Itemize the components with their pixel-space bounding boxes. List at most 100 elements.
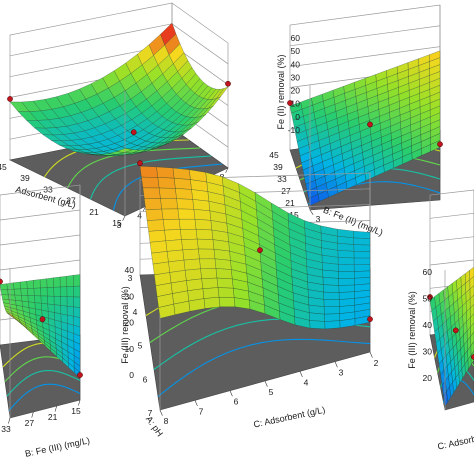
surface-cell	[324, 320, 341, 330]
z-tick-label: 0	[295, 112, 300, 122]
surface-cell	[338, 284, 355, 293]
surface-cell	[33, 279, 41, 289]
wall-gridline	[429, 212, 474, 286]
surface-cell	[139, 166, 159, 178]
surface-cell	[54, 304, 61, 315]
z-tick-label: 60	[423, 267, 433, 277]
surface-cell	[337, 243, 355, 252]
floor-contour	[6, 369, 81, 397]
design-point	[225, 80, 231, 87]
surface-cell	[27, 295, 35, 303]
surface-cell	[21, 295, 29, 302]
surface-cell	[202, 287, 220, 299]
surface-cell	[34, 295, 42, 304]
surface-cell	[196, 238, 215, 250]
wall-gridline	[0, 209, 81, 275]
design-point	[452, 327, 459, 334]
surface-cell	[59, 276, 67, 288]
y-tick-label: 5	[138, 341, 143, 351]
surface-cell	[322, 269, 339, 279]
surface-cell	[309, 312, 325, 322]
y-tick-label: 15	[112, 218, 122, 228]
surface-cell	[40, 287, 48, 297]
surface-cell	[194, 219, 212, 231]
y-tick-label: 6	[143, 374, 148, 384]
surface-cell	[192, 199, 210, 211]
surface-cell	[145, 208, 164, 221]
surface-cell	[60, 305, 68, 316]
surface-cell	[26, 280, 34, 289]
z-tick-label: 10	[291, 99, 301, 109]
y-tick-label: 3	[128, 273, 133, 283]
x-tick-mark	[142, 206, 146, 212]
surface-cell	[66, 286, 74, 298]
x-tick-mark	[122, 215, 126, 221]
z-axis-label: Fe (II) removal (%)	[276, 54, 286, 129]
y-tick-label: 21	[89, 207, 99, 217]
y-tick-label: 15	[289, 210, 299, 220]
surface-cell	[214, 258, 232, 270]
x-tick-label: 27	[25, 418, 35, 428]
x-tick-label: 5	[269, 387, 274, 397]
surface-cell	[146, 219, 165, 232]
surface-cell	[198, 248, 216, 260]
surface-cell	[165, 239, 183, 252]
x-tick-label: 33	[1, 424, 11, 434]
y-tick-label: 33	[277, 174, 287, 184]
surface-cell	[66, 296, 74, 308]
surface-cell	[160, 198, 178, 210]
surface-cell	[33, 287, 41, 297]
design-point	[137, 160, 143, 167]
surface-cell	[323, 291, 340, 300]
y-tick-label: 33	[43, 184, 53, 194]
z-tick-label: 60	[291, 33, 301, 43]
x-tick-mark	[8, 417, 11, 424]
surface-cell	[180, 229, 198, 240]
z-tick-label: 0	[129, 370, 134, 380]
surface-cell	[166, 249, 185, 263]
surface-cell	[354, 270, 371, 279]
surface-cell	[181, 238, 199, 251]
surface-cell	[158, 303, 176, 319]
y-tick-label: 45	[269, 150, 279, 160]
surface-cell	[73, 306, 81, 318]
surface-cell	[148, 230, 166, 243]
z-axis-label: Fe (III) removal (%)	[120, 286, 130, 364]
floor-contour	[67, 147, 201, 189]
y-tick-label: 21	[285, 198, 295, 208]
surface-cell	[161, 208, 180, 220]
surface-cell	[164, 229, 182, 241]
surface-cell	[213, 248, 231, 261]
surface-cell	[353, 264, 371, 272]
surface-cell	[353, 251, 371, 259]
y-tick-label: 7	[148, 408, 153, 418]
y-tick-label: 39	[273, 162, 283, 172]
surface-plot-3: 33 27 21 15 B: Fe (III) (mg/L)	[0, 184, 91, 459]
wall-gridline	[429, 259, 474, 332]
surface-cell	[177, 208, 196, 220]
z-axis-label: Fe (III) removal (%)	[407, 291, 417, 369]
y-tick-label: 27	[66, 196, 76, 206]
z-tick-label: 40	[291, 59, 301, 69]
surface-cell	[323, 306, 340, 315]
surface-cell	[141, 176, 160, 189]
x-tick-mark	[229, 390, 233, 397]
surface-cell	[13, 281, 21, 290]
surface-cell	[73, 296, 81, 308]
x-axis-label: B: Fe (III) (mg/L)	[24, 435, 91, 459]
surface-cell	[338, 278, 355, 286]
x-tick-label: 6	[234, 397, 239, 407]
x-tick-mark	[54, 405, 57, 412]
surface-cell	[323, 299, 340, 307]
surface-cell	[324, 313, 340, 322]
x-tick-label: 3	[117, 220, 122, 230]
surface-cell	[47, 303, 55, 313]
surface-cell	[309, 320, 326, 330]
floor-contour	[89, 155, 212, 200]
surface-cell	[218, 297, 236, 307]
z-tick-label: -10	[288, 125, 301, 135]
wall-gridline	[429, 236, 474, 309]
surface-cell	[338, 264, 355, 272]
surface-cell	[353, 237, 371, 246]
surface-cell	[195, 229, 214, 240]
